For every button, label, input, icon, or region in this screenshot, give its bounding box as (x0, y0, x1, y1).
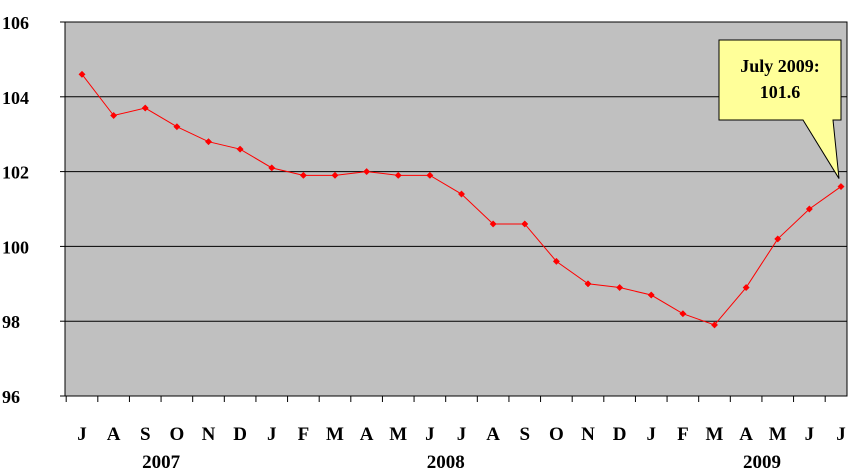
x-tick-label: J (647, 424, 657, 445)
series-line (78, 70, 845, 329)
x-tick-label: D (613, 424, 627, 445)
x-tick-label: S (140, 424, 151, 445)
year-label: 2009 (743, 452, 781, 473)
y-tick-label: 102 (2, 163, 29, 183)
x-tick-label: J (457, 424, 467, 445)
data-point (363, 168, 371, 176)
x-tick-label: M (769, 424, 787, 445)
x-tick-label: F (677, 424, 689, 445)
x-tick-label: O (549, 424, 564, 445)
data-point (837, 183, 845, 191)
x-tick-label: M (326, 424, 344, 445)
x-tick-label: A (107, 424, 121, 445)
x-tick-label: S (519, 424, 530, 445)
y-tick-label: 100 (2, 237, 29, 257)
data-point (552, 257, 560, 265)
x-tick-label: M (706, 424, 724, 445)
year-label: 2007 (142, 452, 181, 473)
data-point (805, 205, 813, 213)
data-point (457, 190, 466, 198)
annotation-callout: July 2009: 101.6 (718, 39, 842, 179)
data-point (394, 171, 402, 179)
data-point (268, 164, 276, 172)
data-point (679, 310, 687, 318)
data-point (236, 145, 244, 153)
data-point (774, 235, 782, 243)
x-tick-label: A (739, 424, 753, 445)
data-point (742, 283, 750, 292)
data-point (710, 321, 719, 329)
data-point (584, 280, 592, 288)
callout-box (718, 39, 842, 179)
data-point (426, 171, 434, 179)
x-tick-label: J (805, 424, 815, 445)
x-tick-label: N (202, 424, 216, 445)
y-axis: 96 98 100 102 104 106 (2, 13, 65, 407)
x-tick-label: N (581, 424, 595, 445)
data-point (141, 104, 149, 112)
x-tick-label: J (267, 424, 277, 445)
x-tick-label: A (486, 424, 500, 445)
y-tick-label: 106 (2, 13, 29, 33)
x-tick-label: A (360, 424, 374, 445)
data-point (331, 171, 339, 179)
x-tick-label: J (77, 424, 87, 445)
gridlines (65, 96, 847, 322)
x-tick-label: J (836, 424, 846, 445)
data-point (521, 220, 529, 228)
year-label: 2008 (427, 452, 465, 473)
x-tick-label: J (425, 424, 435, 445)
y-tick-label: 98 (2, 312, 20, 332)
data-point (299, 171, 307, 179)
plot-area (64, 21, 848, 397)
y-tick-label: 104 (2, 88, 29, 108)
data-point (489, 220, 497, 228)
data-point (110, 111, 118, 120)
x-tick-label: M (389, 424, 407, 445)
x-tick-label: D (233, 424, 247, 445)
data-point (173, 123, 181, 131)
data-point (616, 283, 624, 292)
data-point (78, 70, 86, 78)
x-tick-label: O (169, 424, 184, 445)
callout-text-line2: 101.6 (760, 82, 801, 102)
data-point (204, 138, 213, 146)
x-tick-label: F (298, 424, 310, 445)
data-point (647, 291, 655, 299)
callout-text-line1: July 2009: (740, 56, 820, 76)
y-tick-label: 96 (2, 387, 20, 407)
